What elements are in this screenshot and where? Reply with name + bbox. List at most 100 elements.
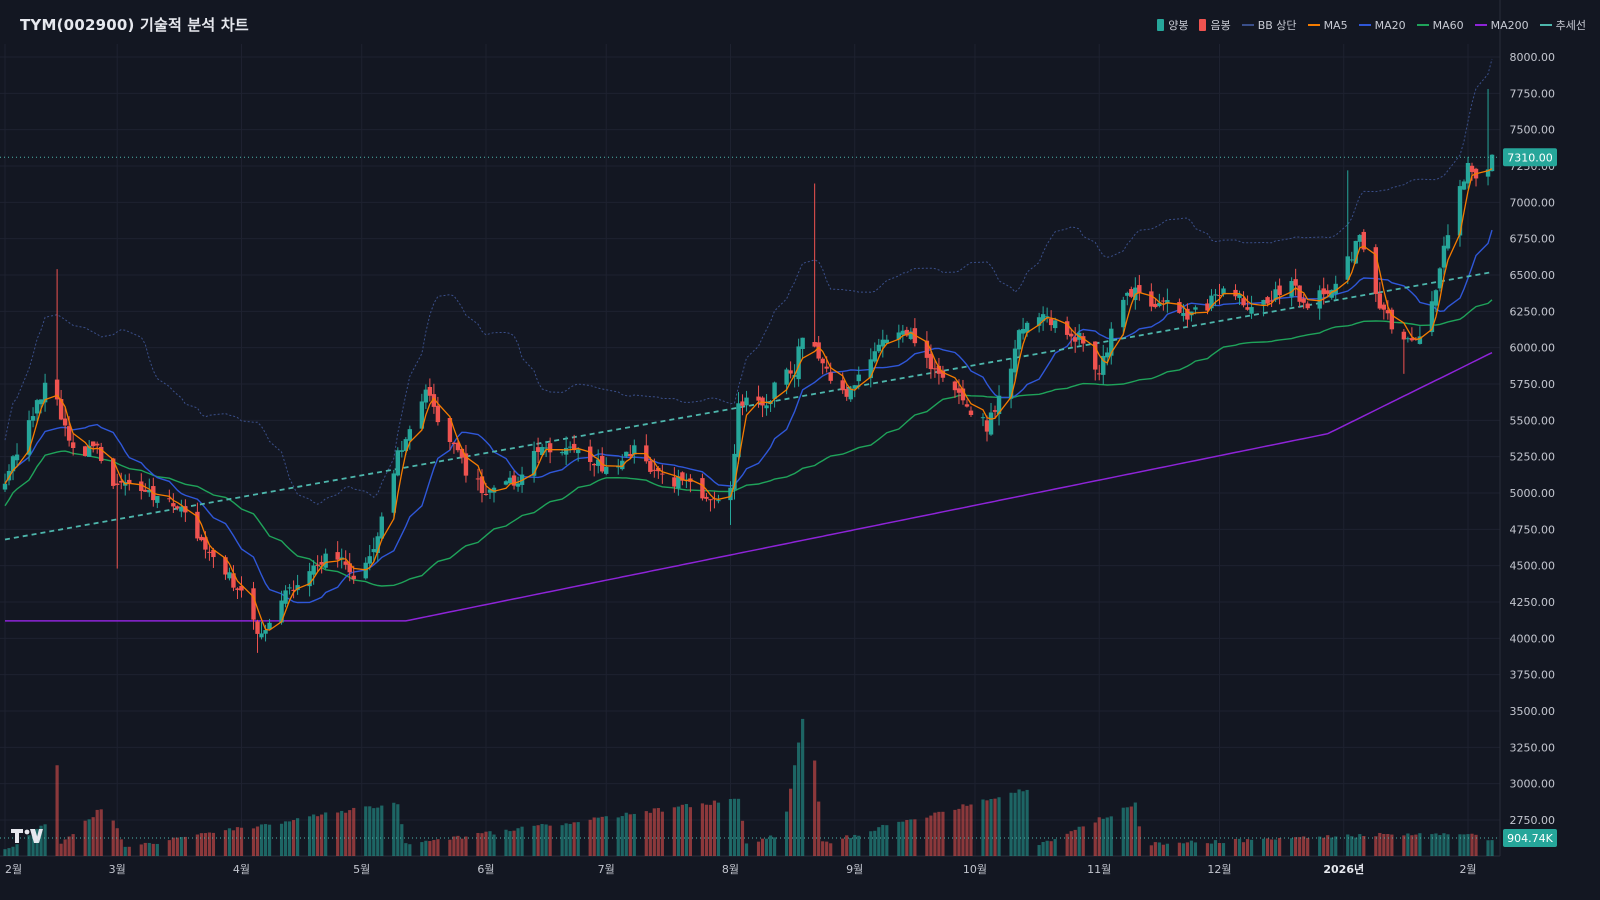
candle-body-175 xyxy=(984,420,990,432)
legend-item-0[interactable]: 양봉 xyxy=(1157,17,1188,33)
x-tick-label-1: 3월 xyxy=(109,863,126,876)
volume-bar-76 xyxy=(428,841,432,856)
volume-bar-143 xyxy=(801,718,805,856)
candle-body-260 xyxy=(1461,181,1467,190)
candle-body-66 xyxy=(371,549,376,553)
volume-bar-153 xyxy=(857,835,861,856)
volume-bar-12 xyxy=(67,836,71,856)
legend-item-1[interactable]: 음봉 xyxy=(1199,17,1231,33)
candle-body-124 xyxy=(700,478,705,499)
volume-bar-147 xyxy=(825,841,829,856)
legend-item-2[interactable]: BB 상단 xyxy=(1241,17,1297,33)
volume-bar-149 xyxy=(841,838,845,856)
x-tick-label-11: 2026년 xyxy=(1323,862,1364,876)
volume-bar-108 xyxy=(604,816,608,856)
volume-bar-230 xyxy=(1294,837,1298,856)
candle-body-56 xyxy=(315,564,320,566)
candle-body-49 xyxy=(279,600,284,623)
candle-body-78 xyxy=(435,405,441,423)
candle-body-132 xyxy=(740,401,745,406)
candle-body-149 xyxy=(840,380,845,391)
volume-bar-77 xyxy=(432,840,436,856)
volume-bar-256 xyxy=(1438,835,1442,856)
candle-body-145 xyxy=(816,342,821,359)
volume-bar-33 xyxy=(183,836,187,856)
volume-bar-191 xyxy=(1073,829,1077,856)
volume-bar-61 xyxy=(344,812,348,856)
candle-body-216 xyxy=(1213,294,1218,296)
volume-bar-118 xyxy=(660,811,664,856)
volume-bar-264 xyxy=(1486,840,1490,856)
volume-bar-132 xyxy=(740,820,745,856)
candle-body-248 xyxy=(1389,309,1395,330)
candle-body-191 xyxy=(1072,337,1078,342)
volume-bar-228 xyxy=(1278,837,1282,856)
volume-bar-171 xyxy=(961,804,965,856)
y-tick-label-15: 4250.00 xyxy=(1510,596,1556,609)
candle-body-162 xyxy=(908,331,914,339)
candle-body-176 xyxy=(988,412,994,435)
volume-bar-217 xyxy=(1217,842,1222,856)
candle-body-197 xyxy=(1105,352,1110,358)
volume-bar-159 xyxy=(897,821,901,856)
candle-body-115 xyxy=(648,461,653,472)
current-volume-label: 904.74K xyxy=(1507,832,1553,845)
volume-bar-242 xyxy=(1358,834,1362,856)
volume-bar-152 xyxy=(853,834,857,856)
volume-bar-215 xyxy=(1209,843,1214,856)
volume-bar-102 xyxy=(572,822,576,856)
candle-body-140 xyxy=(788,370,793,374)
candle-body-234 xyxy=(1317,290,1322,309)
candle-body-21 xyxy=(119,480,124,483)
candle-body-17 xyxy=(94,443,100,446)
candle-body-51 xyxy=(287,587,292,589)
volume-bar-115 xyxy=(648,812,652,856)
candle-body-52 xyxy=(291,589,296,591)
volume-bar-126 xyxy=(708,804,713,856)
legend-item-3[interactable]: MA5 xyxy=(1307,17,1348,33)
candle-body-42 xyxy=(235,588,240,590)
volume-bar-2 xyxy=(11,846,15,856)
volume-bar-123 xyxy=(688,807,693,856)
volume-bar-78 xyxy=(436,839,440,856)
candle-body-148 xyxy=(828,372,833,381)
volume-bar-111 xyxy=(624,812,628,856)
candle-body-178 xyxy=(996,395,1002,415)
candle-body-120 xyxy=(676,476,681,489)
candle-body-181 xyxy=(1016,330,1022,350)
volume-bar-65 xyxy=(368,806,372,856)
legend-swatch-2 xyxy=(1241,24,1254,26)
legend-label-1: 음봉 xyxy=(1210,19,1231,32)
legend-item-7[interactable]: 추세선 xyxy=(1539,17,1586,33)
legend-item-5[interactable]: MA60 xyxy=(1416,17,1464,33)
candle-body-41 xyxy=(231,573,236,588)
volume-bar-39 xyxy=(223,830,228,856)
x-tick-label-0: 2월 xyxy=(5,863,22,876)
candle-body-225 xyxy=(1265,297,1270,304)
candle-body-19 xyxy=(111,458,116,486)
volume-bar-223 xyxy=(1249,839,1254,856)
candle-body-200 xyxy=(1125,292,1130,296)
legend-item-4[interactable]: MA20 xyxy=(1358,17,1406,33)
bb-upper-line xyxy=(4,58,1493,505)
volume-bar-175 xyxy=(985,800,989,856)
candle-body-40 xyxy=(227,572,232,579)
candle-body-128 xyxy=(716,500,721,502)
volume-bar-120 xyxy=(676,806,680,856)
legend-swatch-6 xyxy=(1474,24,1487,26)
volume-bar-179 xyxy=(1009,792,1013,856)
volume-bar-145 xyxy=(817,801,821,856)
volume-bar-66 xyxy=(372,808,376,856)
candle-body-222 xyxy=(1245,307,1250,310)
volume-bar-262 xyxy=(1470,833,1474,856)
y-tick-label-10: 5500.00 xyxy=(1510,414,1556,427)
volume-bar-100 xyxy=(564,823,568,856)
volume-bar-62 xyxy=(348,810,352,856)
candle-body-43 xyxy=(239,585,244,591)
chart-title: TYM(002900) 기술적 분석 차트 xyxy=(20,16,249,34)
volume-bar-182 xyxy=(1021,791,1025,856)
volume-bar-214 xyxy=(1205,843,1210,856)
volume-bar-51 xyxy=(287,821,292,856)
volume-bar-154 xyxy=(869,831,873,856)
